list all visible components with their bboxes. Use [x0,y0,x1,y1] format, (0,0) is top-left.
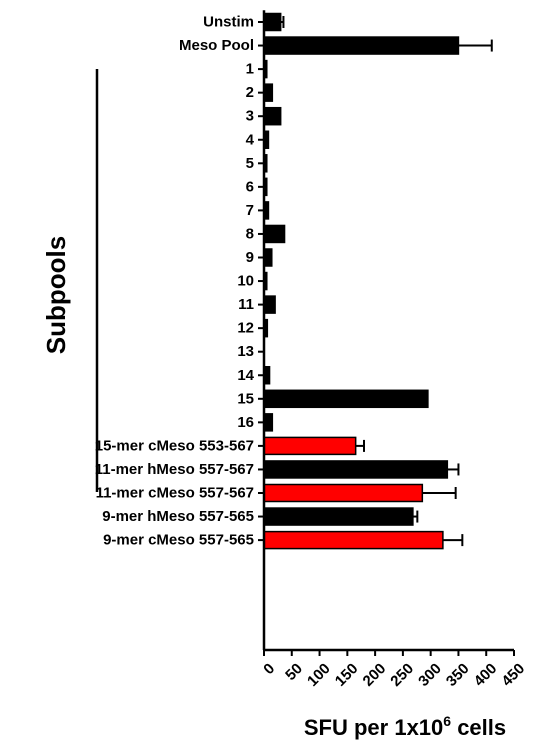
category-label-14: 13 [237,343,254,360]
x-axis-title: SFU per 1x106 cells [304,713,506,740]
category-label-9: 8 [246,225,254,242]
category-label-21: 9-mer hMeso 557-565 [102,508,254,525]
x-tick-label-8: 400 [471,660,501,690]
bar-20 [263,483,424,503]
x-axis-title-superscript: 6 [443,713,451,729]
x-tick-label-7: 350 [443,660,473,690]
category-label-19: 11-mer hMeso 557-567 [95,461,254,478]
x-tick-label-2: 100 [304,660,334,690]
category-label-1: Meso Pool [179,37,254,54]
x-tick-label-9: 450 [498,660,528,690]
category-label-15: 14 [237,367,254,384]
category-label-3: 2 [246,84,254,101]
category-label-11: 10 [237,273,254,290]
x-axis-title-main: SFU per 1x10 [304,715,443,740]
x-tick-label-3: 150 [332,660,362,690]
category-label-6: 5 [246,155,254,172]
bar-18 [263,436,357,456]
category-label-22: 9-mer cMeso 557-565 [103,532,254,549]
x-tick-label-1: 50 [282,660,306,684]
category-label-0: Unstim [203,14,254,31]
category-label-2: 1 [246,61,254,78]
bar-16 [263,389,429,409]
category-label-13: 12 [237,320,254,337]
bar-21 [263,507,414,526]
category-label-8: 7 [246,202,254,219]
bar-0 [263,12,282,32]
category-label-16: 15 [237,390,254,407]
x-axis-title-tail: cells [451,715,506,740]
bar-19 [263,460,449,479]
category-label-7: 6 [246,178,254,195]
category-label-18: 15-mer cMeso 553-567 [95,437,254,454]
bars-layer [263,12,493,550]
bar-4 [263,106,282,126]
category-label-5: 4 [246,131,255,148]
bar-1 [263,36,460,55]
category-label-20: 11-mer cMeso 557-567 [96,485,254,502]
bar-12 [263,295,276,314]
bar-9 [263,224,286,244]
x-tick-label-0: 0 [260,660,278,678]
x-tick-label-5: 250 [387,660,417,690]
subpools-label: Subpools [41,236,71,354]
category-label-10: 9 [246,249,254,266]
bar-22 [263,530,444,550]
category-label-12: 11 [238,296,254,313]
x-tick-label-6: 300 [415,660,445,690]
category-label-4: 3 [246,108,254,125]
category-label-17: 16 [237,414,254,431]
x-tick-label-4: 200 [360,660,390,690]
